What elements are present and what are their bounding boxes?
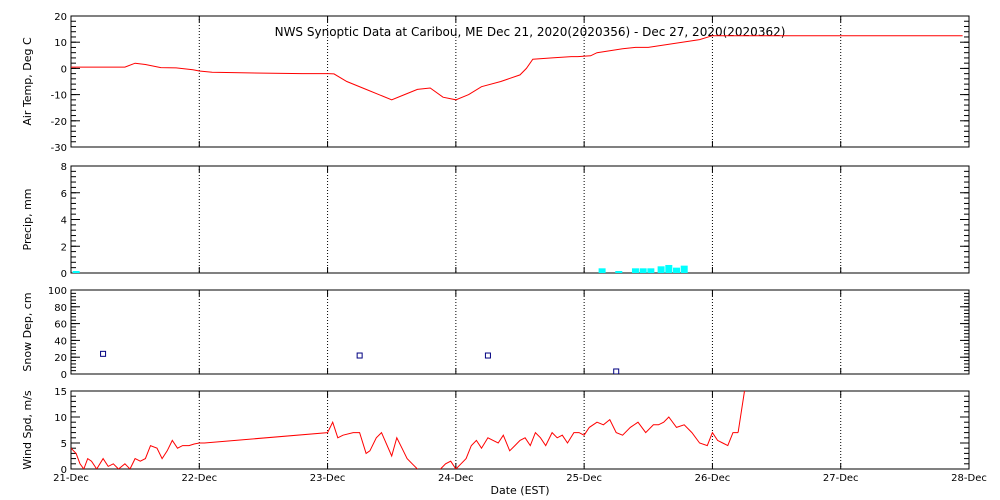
precip-bar [665, 264, 673, 273]
panel-frame [70, 15, 970, 148]
x-tick-label: 24-Dec [438, 473, 474, 484]
y-tick-label: 4 [61, 216, 67, 227]
snow-depth-point [100, 350, 107, 357]
y-tick-label: 60 [54, 320, 67, 331]
y-axis-label: Precip, mm [21, 189, 34, 251]
precip-bar [673, 267, 681, 273]
y-tick-label: 15 [54, 387, 67, 398]
air-temp-line [71, 35, 963, 101]
x-tick-label: 21-Dec [53, 473, 89, 484]
x-tick-label: 26-Dec [695, 473, 731, 484]
y-tick-label: 6 [61, 189, 67, 200]
panel-air-temp: -30 -20 -10 0 10 20 Air Temp, Deg C [21, 12, 970, 154]
snow-depth-point [613, 368, 620, 374]
y-tick-label: 40 [54, 336, 67, 347]
y-axis-label: Snow Dep, cm [21, 292, 34, 371]
series-wind-speed [71, 391, 746, 469]
y-tick-label: 80 [54, 303, 67, 314]
precip-bar [639, 268, 647, 273]
x-tick-label: 23-Dec [310, 473, 346, 484]
y-tick-label: -30 [51, 143, 67, 154]
panel-frame [70, 289, 970, 375]
y-tick-label: 0 [61, 269, 67, 280]
y-tick-label: -20 [51, 117, 67, 128]
series-air-temp [71, 35, 963, 101]
panel-wind-speed: 0 5 10 15 Wind Spd, m/s [21, 387, 970, 476]
panel-frame [70, 390, 970, 470]
panel-snow-depth: 0 20 40 60 80 100 Snow Dep, cm [21, 286, 970, 381]
y-tick-label: -10 [51, 91, 67, 102]
x-tick-label: 22-Dec [181, 473, 217, 484]
chart-title: NWS Synoptic Data at Caribou, ME Dec 21,… [275, 25, 786, 39]
precip-bar [631, 268, 639, 273]
y-tick-label: 20 [54, 353, 67, 364]
y-tick-label: 0 [61, 465, 67, 476]
y-tick-label: 2 [61, 242, 67, 253]
y-tick-label: 20 [54, 12, 67, 23]
precip-bar [647, 268, 655, 273]
series-snow-depth [100, 350, 620, 374]
precip-bar [615, 270, 623, 273]
x-tick-label: 27-Dec [823, 473, 859, 484]
precip-bar [657, 266, 665, 273]
y-tick-label: 8 [61, 162, 67, 173]
y-tick-label: 0 [61, 64, 67, 75]
wind-speed-line [737, 391, 746, 433]
y-tick-label: 10 [54, 413, 67, 424]
wind-speed-line [71, 420, 419, 469]
snow-depth-point [484, 352, 491, 359]
y-axis-label: Air Temp, Deg C [21, 37, 34, 126]
y-tick-label: 100 [48, 286, 67, 297]
panels-group: -30 -20 -10 0 10 20 Air Temp, Deg C 0 2 4 6 8 Precip… [21, 12, 987, 484]
y-tick-label: 10 [54, 38, 67, 49]
y-tick-label: 0 [61, 370, 67, 381]
y-axis-label: Wind Spd, m/s [21, 390, 34, 470]
series-precip [72, 264, 688, 273]
precip-bar [72, 270, 80, 273]
x-axis-label: Date (EST) [490, 484, 549, 497]
wind-speed-line [440, 416, 739, 469]
x-tick-label: 28-Dec [951, 473, 987, 484]
precip-bar [598, 268, 606, 273]
panel-precip: 0 2 4 6 8 Precip, mm [21, 162, 970, 280]
y-tick-label: 5 [61, 439, 67, 450]
panel-frame [70, 165, 970, 274]
snow-depth-point [356, 352, 363, 359]
precip-bar [680, 265, 688, 273]
x-tick-label: 25-Dec [566, 473, 602, 484]
